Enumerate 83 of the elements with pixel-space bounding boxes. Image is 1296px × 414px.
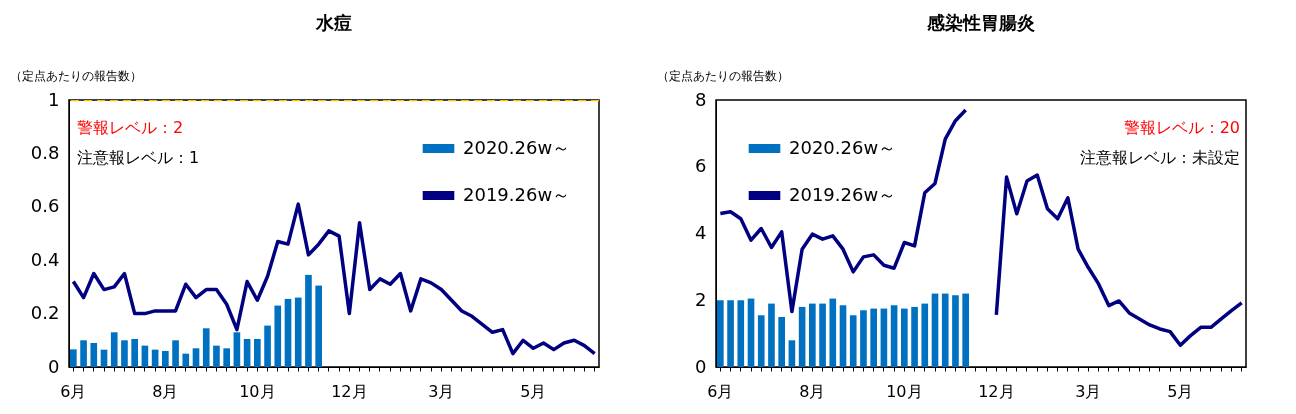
bar xyxy=(768,303,775,367)
bar xyxy=(192,348,200,367)
bar xyxy=(80,340,87,367)
bar xyxy=(315,285,322,367)
bar xyxy=(809,303,816,367)
y-axis-title: （定点あたりの報告数） xyxy=(656,68,789,83)
y-tick-label: 1 xyxy=(48,88,60,110)
x-tick-label: 8月 xyxy=(799,381,826,401)
y-tick-label: 6 xyxy=(695,155,707,177)
y-tick-label: 4 xyxy=(695,222,707,243)
x-tick-label: 3月 xyxy=(428,381,455,401)
bar xyxy=(737,300,745,367)
legend-label: 2019.26w～ xyxy=(463,183,571,205)
x-tick-label: 6月 xyxy=(60,381,87,401)
bar xyxy=(254,338,261,367)
x-tick-label: 10月 xyxy=(886,381,923,401)
bar xyxy=(931,293,939,367)
x-tick-label: 3月 xyxy=(1075,381,1102,401)
x-tick-label: 5月 xyxy=(520,381,547,401)
bar xyxy=(717,300,724,367)
bar xyxy=(264,325,271,367)
bar xyxy=(182,353,190,367)
bar xyxy=(849,315,857,367)
x-tick-label: 12月 xyxy=(978,381,1015,401)
bar xyxy=(233,332,241,367)
bar xyxy=(243,338,251,367)
x-tick-label: 10月 xyxy=(239,381,276,401)
bar xyxy=(829,298,837,367)
x-tick-label: 8月 xyxy=(152,381,179,401)
bar xyxy=(727,300,734,367)
bar xyxy=(284,298,292,367)
y-tick-label: 0 xyxy=(48,355,60,377)
y-tick-label: 0.6 xyxy=(30,195,60,217)
chart-title: 感染性胃腸炎 xyxy=(926,12,1035,33)
bar xyxy=(274,305,282,367)
bar xyxy=(901,308,908,367)
y-tick-label: 0.2 xyxy=(30,302,60,324)
bar xyxy=(921,303,929,367)
y-tick-label: 0 xyxy=(695,355,707,377)
bar xyxy=(90,342,98,367)
annotation: 警報レベル：2 xyxy=(77,118,184,137)
bar xyxy=(819,303,826,367)
bar xyxy=(911,306,918,367)
chart-title: 水痘 xyxy=(315,12,352,33)
line-series xyxy=(71,202,597,356)
bar xyxy=(962,293,969,367)
legend-label: 2020.26w～ xyxy=(789,136,897,158)
x-tick-label: 12月 xyxy=(331,381,368,401)
bar xyxy=(162,350,169,367)
bar xyxy=(839,305,847,367)
bar xyxy=(870,308,877,367)
y-tick-label: 8 xyxy=(695,88,707,110)
x-tick-label: 6月 xyxy=(707,381,734,401)
y-tick-label: 2 xyxy=(695,288,707,310)
annotation: 注意報レベル：1 xyxy=(77,148,200,167)
bar xyxy=(757,315,765,367)
bar xyxy=(880,308,888,367)
bar xyxy=(941,293,949,367)
y-axis-title: （定点あたりの報告数） xyxy=(9,68,142,83)
bar xyxy=(798,306,806,367)
annotation: 警報レベル：20 xyxy=(1123,118,1240,137)
bar xyxy=(952,295,959,367)
legend-label: 2019.26w～ xyxy=(789,183,897,205)
annotation: 注意報レベル：未設定 xyxy=(1080,148,1240,167)
bar xyxy=(788,340,796,367)
legend-label: 2020.26w～ xyxy=(463,136,571,158)
bar xyxy=(202,328,210,367)
y-tick-label: 0.8 xyxy=(30,141,60,163)
bar xyxy=(121,340,128,367)
bar xyxy=(890,305,898,367)
x-tick-label: 5月 xyxy=(1167,381,1194,401)
bar xyxy=(860,310,867,367)
bar xyxy=(747,298,755,367)
bar xyxy=(294,297,302,367)
y-tick-label: 0.4 xyxy=(30,248,60,270)
bar xyxy=(305,274,312,367)
bar xyxy=(110,332,118,367)
bar xyxy=(778,316,785,367)
bar xyxy=(223,348,230,367)
bar xyxy=(70,349,77,367)
bar xyxy=(172,340,179,367)
bar xyxy=(131,338,138,367)
bar xyxy=(213,345,220,367)
